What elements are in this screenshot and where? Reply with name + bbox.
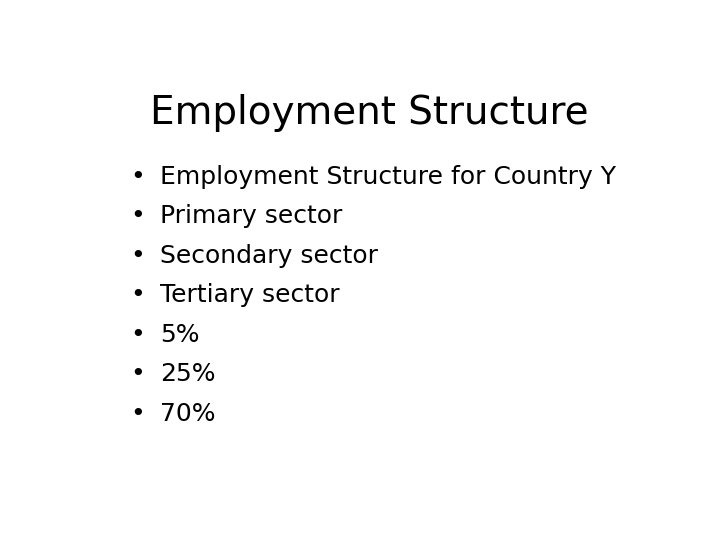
- Text: •: •: [130, 283, 145, 307]
- Text: Employment Structure: Employment Structure: [150, 94, 588, 132]
- Text: •: •: [130, 322, 145, 347]
- Text: •: •: [130, 362, 145, 386]
- Text: Employment Structure for Country Y: Employment Structure for Country Y: [160, 165, 616, 188]
- Text: 25%: 25%: [160, 362, 215, 386]
- Text: •: •: [130, 204, 145, 228]
- Text: 5%: 5%: [160, 322, 199, 347]
- Text: Primary sector: Primary sector: [160, 204, 342, 228]
- Text: Secondary sector: Secondary sector: [160, 244, 378, 268]
- Text: •: •: [130, 244, 145, 268]
- Text: •: •: [130, 402, 145, 426]
- Text: Tertiary sector: Tertiary sector: [160, 283, 339, 307]
- Text: •: •: [130, 165, 145, 188]
- Text: 70%: 70%: [160, 402, 215, 426]
